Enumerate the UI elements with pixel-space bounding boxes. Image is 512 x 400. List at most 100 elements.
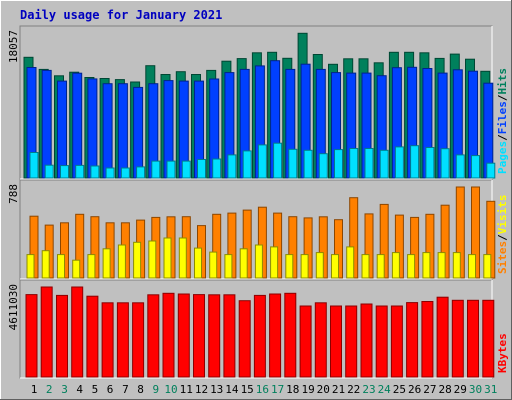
x-tick-label: 26 — [408, 383, 421, 396]
x-tick-label: 17 — [271, 383, 284, 396]
bar-visits-day-8 — [133, 241, 142, 279]
bar-pages-day-23 — [364, 148, 374, 179]
bar-kbytes-day-21 — [330, 305, 342, 378]
bar-kbytes-day-9 — [147, 294, 160, 378]
x-tick-label: 25 — [393, 383, 406, 396]
x-tick-label: 10 — [164, 383, 177, 396]
bar-visits-day-17 — [270, 246, 279, 279]
bar-visits-day-9 — [148, 240, 157, 279]
bar-kbytes-day-12 — [193, 294, 205, 378]
x-tick-label: 7 — [122, 383, 129, 396]
bar-pages-day-6 — [105, 167, 115, 179]
bar-files-day-7 — [117, 83, 128, 179]
bar-visits-day-5 — [87, 254, 96, 279]
bar-pages-day-21 — [334, 149, 343, 179]
bar-kbytes-day-15 — [238, 300, 251, 378]
x-tick-label: 1 — [31, 383, 38, 396]
x-tick-label: 14 — [225, 383, 239, 396]
bar-pages-day-13 — [212, 158, 222, 179]
bar-pages-day-14 — [227, 154, 237, 179]
panel-kbytes: 4611030 KBytes — [7, 279, 509, 379]
bar-files-day-3 — [57, 80, 67, 179]
bar-pages-day-29 — [455, 154, 465, 179]
x-tick-label: 12 — [195, 383, 208, 396]
series-files — [26, 60, 494, 179]
x-tick-label: 6 — [107, 383, 114, 396]
x-tick-label: 15 — [241, 383, 254, 396]
bar-kbytes-day-17 — [269, 293, 282, 378]
series-pages — [29, 142, 496, 179]
bar-kbytes-day-13 — [208, 294, 221, 378]
bar-visits-day-31 — [483, 254, 492, 279]
bar-visits-day-12 — [194, 247, 202, 279]
bar-kbytes-day-31 — [482, 299, 495, 378]
bar-visits-day-3 — [57, 254, 65, 279]
ymax-label: 18057 — [7, 30, 20, 63]
panel-sites-visits: 788 Sites/Visits — [7, 179, 509, 280]
bar-kbytes-day-20 — [314, 302, 327, 378]
x-tick-label: 13 — [210, 383, 223, 396]
bar-kbytes-day-4 — [71, 286, 84, 378]
bar-pages-day-28 — [440, 148, 450, 179]
bar-pages-day-1 — [29, 152, 39, 179]
x-tick-label: 24 — [378, 383, 392, 396]
bar-pages-day-5 — [90, 165, 100, 179]
bar-files-day-2 — [41, 69, 52, 179]
chart-title: Daily usage for January 2021 — [20, 8, 222, 22]
legend-sites: Sites — [496, 241, 509, 274]
bar-visits-day-20 — [315, 252, 324, 279]
x-tick-label: 22 — [347, 383, 360, 396]
bar-pages-day-10 — [166, 160, 176, 179]
bar-visits-day-27 — [422, 252, 431, 279]
x-tick-label: 9 — [152, 383, 159, 396]
bar-visits-day-28 — [437, 252, 446, 279]
bar-pages-day-7 — [120, 167, 130, 179]
bar-visits-day-13 — [209, 251, 218, 279]
bar-visits-day-10 — [163, 237, 172, 279]
bar-pages-day-15 — [242, 150, 252, 179]
ymax-label: 788 — [7, 184, 20, 204]
legend-pages: Pages — [496, 141, 509, 174]
chart-panels: 18057Pages/Files/Hits788Sites/Visits4611… — [7, 25, 509, 379]
x-tick-label: 20 — [317, 383, 330, 396]
bar-kbytes-day-27 — [421, 301, 434, 378]
bar-kbytes-day-23 — [360, 303, 373, 378]
series-kbytes — [25, 286, 495, 378]
panel-legend: Sites/Visits — [496, 195, 509, 275]
bar-visits-day-2 — [41, 250, 50, 279]
bar-pages-day-20 — [318, 153, 328, 179]
bar-kbytes-day-2 — [40, 286, 53, 378]
bar-pages-day-2 — [44, 164, 54, 179]
series-visits — [26, 237, 492, 279]
x-tick-label: 3 — [61, 383, 68, 396]
bar-visits-day-1 — [26, 254, 35, 279]
bar-pages-day-16 — [257, 144, 267, 179]
bar-kbytes-day-6 — [101, 302, 114, 378]
bar-pages-day-30 — [471, 155, 480, 179]
bar-visits-day-15 — [239, 248, 248, 279]
x-tick-label: 28 — [438, 383, 451, 396]
x-tick-label: 23 — [362, 383, 375, 396]
bar-pages-day-18 — [288, 148, 298, 179]
bar-visits-day-29 — [452, 252, 461, 279]
bar-kbytes-day-24 — [375, 305, 388, 378]
bar-pages-day-19 — [303, 149, 313, 179]
bar-pages-day-31 — [486, 162, 496, 179]
bar-pages-day-17 — [273, 142, 283, 179]
bar-kbytes-day-11 — [177, 293, 190, 378]
bar-pages-day-3 — [60, 165, 69, 179]
bar-kbytes-day-7 — [116, 302, 129, 378]
x-tick-label: 27 — [423, 383, 436, 396]
bar-visits-day-24 — [376, 254, 385, 279]
bar-kbytes-day-28 — [436, 296, 449, 378]
bar-visits-day-26 — [407, 254, 416, 279]
bar-kbytes-day-19 — [299, 305, 312, 378]
legend-separator: / — [496, 94, 509, 101]
x-tick-label: 16 — [256, 383, 269, 396]
x-tick-label: 2 — [46, 383, 53, 396]
bar-pages-day-24 — [379, 149, 389, 179]
bar-pages-day-22 — [349, 148, 359, 179]
bar-visits-day-30 — [468, 254, 476, 279]
bar-files-day-6 — [102, 83, 113, 179]
